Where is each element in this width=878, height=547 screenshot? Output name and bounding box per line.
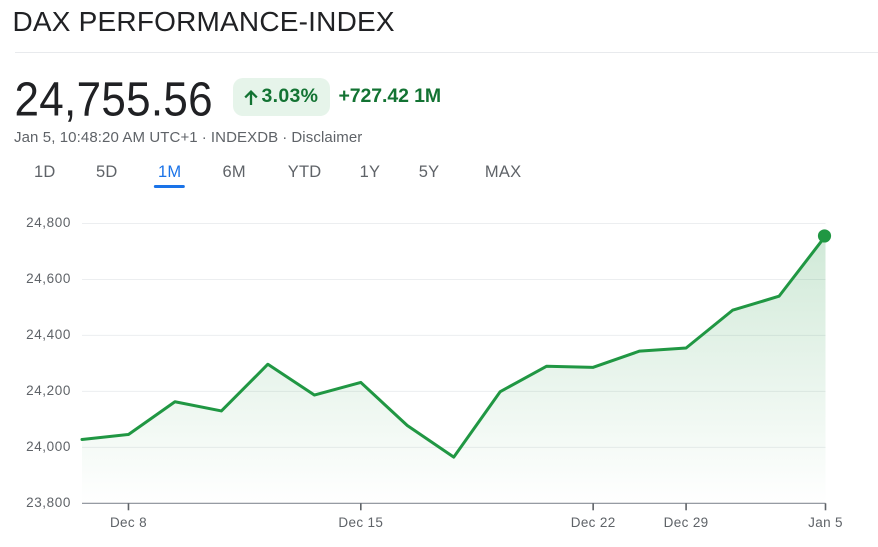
timestamp: Jan 5, 10:48:20 AM UTC+1	[14, 128, 198, 146]
tab-6m[interactable]: 6M	[222, 162, 246, 181]
tab-1y[interactable]: 1Y	[359, 162, 381, 181]
y-axis-label: 24,000	[26, 439, 71, 454]
tab-label: YTD	[287, 162, 322, 181]
separator-dot: ·	[201, 128, 207, 146]
change-percent-value: 3.03%	[261, 85, 319, 108]
price-line	[80, 234, 827, 459]
active-tab-underline	[154, 184, 186, 188]
x-axis-label: Jan 5	[808, 515, 843, 530]
y-axis-label: 24,200	[26, 383, 71, 398]
y-axis-label: 24,600	[26, 271, 71, 286]
tab-label: 6M	[222, 162, 246, 181]
range-tabs: 1D 5D 1M 6M YTD 1Y 5Y MAX	[0, 156, 878, 192]
separator-dot: ·	[282, 128, 288, 146]
disclaimer-link[interactable]: Disclaimer	[291, 128, 363, 146]
change-percent-badge: 3.03%	[233, 77, 330, 116]
x-axis-label: Dec 15	[338, 515, 383, 530]
area-fill	[82, 235, 826, 504]
tab-label: MAX	[484, 162, 522, 181]
page-title: DAX PERFORMANCE-INDEX	[12, 5, 395, 37]
exchange-name: INDEXDB	[210, 128, 279, 146]
y-axis-label: 24,400	[26, 327, 71, 342]
tab-1d[interactable]: 1D	[34, 162, 56, 181]
x-axis-label: Dec 29	[664, 515, 709, 530]
y-axis-label: 24,800	[26, 215, 71, 230]
tab-label: 1M	[158, 162, 182, 181]
current-price: 24,755.56	[14, 72, 213, 127]
tab-5d[interactable]: 5D	[96, 162, 118, 181]
quote-meta: Jan 5, 10:48:20 AM UTC+1 · INDEXDB · Disclai…	[14, 129, 362, 146]
y-axis-label: 23,800	[26, 495, 71, 510]
x-axis-label: Dec 8	[110, 515, 147, 530]
header-divider	[15, 52, 878, 53]
last-price-marker	[817, 229, 832, 243]
change-absolute: +727.42 1M	[338, 85, 442, 108]
tab-label: 1D	[34, 162, 56, 181]
tab-max[interactable]: MAX	[484, 162, 522, 181]
arrow-up-icon	[244, 90, 258, 106]
tab-label: 5D	[96, 162, 118, 181]
tab-label: 1Y	[359, 162, 381, 181]
tab-1m[interactable]: 1M	[154, 162, 186, 188]
tab-ytd[interactable]: YTD	[287, 162, 322, 181]
tab-5y[interactable]: 5Y	[418, 162, 440, 181]
tab-label: 5Y	[418, 162, 440, 181]
x-axis-label: Dec 22	[571, 515, 616, 530]
